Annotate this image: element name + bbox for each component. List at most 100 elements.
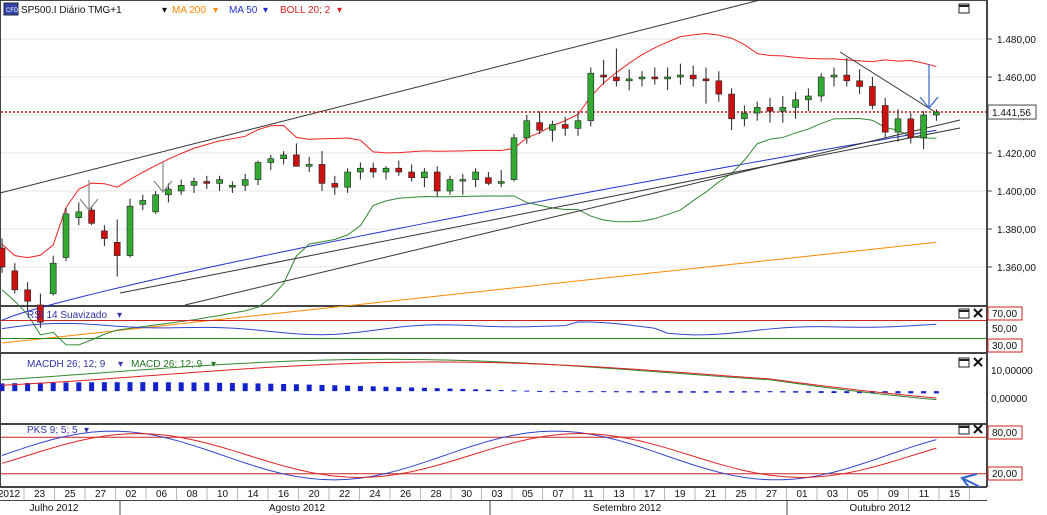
rsi-close-icon[interactable]: [973, 308, 983, 318]
macd-histogram-bar: [447, 388, 453, 392]
macd-histogram-bar: [345, 385, 351, 392]
svg-text:CFD: CFD: [6, 8, 19, 14]
candle-body: [805, 95, 812, 101]
macd-histogram-bar: [498, 389, 504, 392]
x-day-label: 14: [247, 489, 259, 500]
macd-histogram-bar: [178, 382, 184, 392]
macd-maximize-icon[interactable]: [958, 357, 970, 368]
x-day-label: 27: [766, 489, 778, 500]
macd-histogram-bar: [383, 386, 389, 392]
candle-body: [651, 76, 659, 80]
macd-histogram-bar: [882, 391, 888, 394]
macd-histogram-bar: [677, 391, 683, 393]
candle-body: [216, 179, 223, 184]
candle-body: [139, 200, 147, 205]
candle-body: [856, 80, 863, 87]
candle-body: [113, 242, 121, 256]
macd-histogram-bar: [473, 389, 479, 392]
pks-k-line: [1, 430, 937, 481]
macd-histogram-bar: [511, 390, 517, 392]
candle-body: [894, 118, 902, 133]
boll-dropdown-icon[interactable]: ▾: [337, 5, 342, 16]
candle-body: [433, 171, 441, 192]
pks-axis: 80,00 20,00: [987, 425, 1023, 481]
macd-histogram-bar: [204, 382, 210, 392]
x-day-label: 25: [735, 489, 747, 500]
rsi-header: RSI 14 Suavizado ▾: [27, 310, 122, 321]
ma50-label[interactable]: MA 50: [229, 5, 258, 16]
rsi-dropdown-icon[interactable]: ▾: [117, 310, 122, 321]
symbol-title[interactable]: SP500.I Diário TMG+1: [21, 5, 122, 16]
candle-body: [190, 181, 198, 186]
ma50-dropdown-icon[interactable]: ▾: [263, 5, 268, 16]
price-maximize-icon[interactable]: [958, 3, 970, 14]
x-day-label: 15: [949, 489, 961, 500]
candle-body: [126, 205, 134, 256]
candle-body: [293, 154, 300, 167]
x-day-label: 30: [461, 489, 473, 500]
macd-histogram-bar: [524, 390, 530, 392]
macd-title[interactable]: MACD 26; 12; 9: [131, 359, 203, 370]
macd-histogram-bar: [703, 391, 709, 393]
ma200-label[interactable]: MA 200: [172, 5, 206, 16]
candle-body: [728, 93, 735, 120]
macd-histogram-bar: [191, 382, 197, 392]
symbol-dropdown-icon[interactable]: ▾: [162, 5, 167, 16]
candle-body: [369, 167, 377, 173]
candle-body: [766, 107, 774, 112]
macd-10-label: 10,00000: [991, 366, 1033, 377]
candle-body: [24, 289, 31, 302]
pks-dropdown-icon[interactable]: ▾: [84, 425, 89, 436]
macd-plot: [0, 358, 939, 401]
annotation-arrow-1: [79, 180, 99, 211]
macd-histogram-bar: [857, 391, 863, 394]
macd-histogram-bar: [562, 391, 568, 393]
macd-histogram-bar: [89, 382, 95, 392]
candle-body: [101, 230, 108, 239]
x-day-label: 16: [278, 489, 290, 500]
candle-body: [254, 162, 262, 180]
candle-body: [625, 78, 633, 82]
macd-histogram-bar: [716, 391, 722, 393]
macd-histogram-bar: [153, 382, 159, 392]
x-day-label: 08: [186, 489, 198, 500]
rsi-title[interactable]: RSI 14 Suavizado: [27, 310, 107, 321]
candle-body: [177, 185, 185, 192]
macdh-dropdown-icon[interactable]: ▾: [118, 359, 123, 370]
macd-close-icon[interactable]: [973, 357, 983, 367]
pks-20-label: 20,00: [992, 469, 1017, 480]
candle-body: [664, 76, 671, 80]
macd-histogram-bar: [601, 391, 607, 393]
pks-title[interactable]: PKS 9; 5; 5: [27, 425, 78, 436]
candle-body: [62, 213, 70, 258]
macd-histogram-bar: [831, 391, 837, 394]
macd-histogram-bar: [729, 391, 735, 393]
candle-body: [574, 120, 582, 129]
current-price-box: [987, 104, 1037, 120]
candle-body: [267, 158, 275, 163]
pks-maximize-icon[interactable]: [958, 424, 970, 435]
macd-dropdown-icon[interactable]: ▾: [211, 359, 216, 370]
macd-histogram-bar: [63, 382, 69, 392]
macd-histogram-bar: [268, 383, 274, 392]
macd-histogram-bar: [908, 391, 914, 394]
x-day-label: 27: [95, 489, 107, 500]
macd-histogram-bar: [12, 383, 18, 392]
boll-label[interactable]: BOLL 20; 2: [280, 5, 331, 16]
macd-histogram-bar: [37, 382, 43, 392]
macd-histogram-bar: [665, 391, 671, 393]
candle-body: [830, 74, 838, 78]
rsi-50-label: 50,00: [992, 324, 1017, 335]
candle-body: [344, 171, 351, 188]
ma50-line: [1, 129, 937, 321]
rsi-maximize-icon[interactable]: [958, 308, 970, 319]
ma200-dropdown-icon[interactable]: ▾: [213, 5, 218, 16]
x-day-label: 19: [674, 489, 686, 500]
chart-logo-icon: [3, 2, 19, 16]
trend-line-resistance: [839, 51, 936, 113]
pks-close-icon[interactable]: [973, 424, 983, 434]
macdh-title[interactable]: MACDH 26; 12; 9: [27, 359, 106, 370]
candle-body: [869, 86, 876, 106]
x-day-label: 05: [857, 489, 869, 500]
